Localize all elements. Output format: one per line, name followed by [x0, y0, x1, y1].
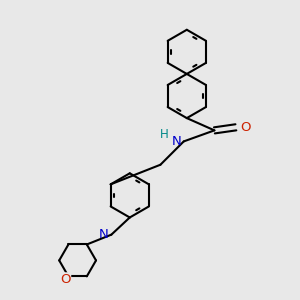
Text: H: H — [160, 128, 169, 141]
Text: O: O — [60, 273, 70, 286]
Text: O: O — [240, 121, 251, 134]
Text: N: N — [172, 135, 181, 148]
Text: N: N — [98, 228, 108, 241]
